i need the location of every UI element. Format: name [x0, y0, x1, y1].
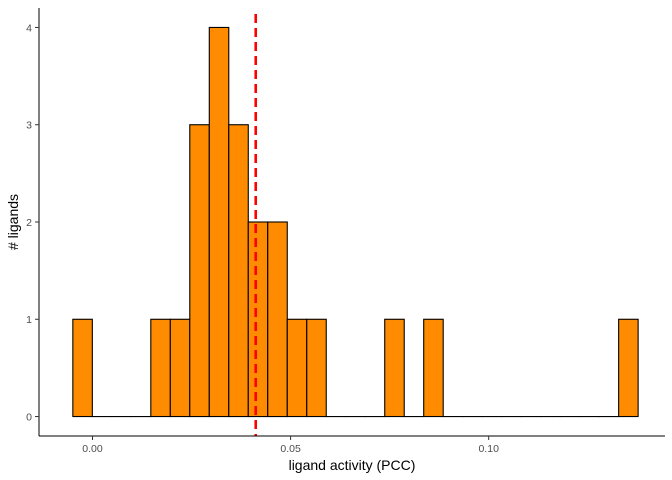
x-tick-label: 0.10	[478, 443, 499, 455]
y-tick-label: 3	[26, 120, 32, 132]
y-tick-label: 1	[26, 314, 32, 326]
y-tick-label: 2	[26, 217, 32, 229]
y-axis-title: # ligands	[5, 194, 21, 250]
histogram-bar	[189, 124, 210, 418]
x-axis-title: ligand activity (PCC)	[289, 457, 416, 473]
histogram-bar	[286, 318, 308, 418]
histogram-bar	[423, 318, 444, 418]
x-tick-label: 0.00	[82, 443, 103, 455]
bars-layer	[72, 26, 639, 418]
histogram-bar	[169, 318, 191, 418]
histogram-bar	[618, 318, 639, 418]
histogram-bar	[228, 124, 249, 418]
histogram-bar	[72, 318, 93, 418]
histogram-bar	[247, 221, 269, 418]
histogram-bar	[306, 318, 327, 418]
histogram-bar	[267, 221, 288, 418]
y-tick-label: 4	[26, 22, 32, 34]
axes-layer: 0.00 0.05 0.10 0 1 2 3 4	[26, 8, 665, 455]
histogram-bar	[150, 318, 171, 418]
y-tick-label: 0	[26, 411, 32, 423]
x-tick-label: 0.05	[280, 443, 301, 455]
histogram-bar	[384, 318, 405, 418]
histogram-bar	[208, 26, 230, 418]
